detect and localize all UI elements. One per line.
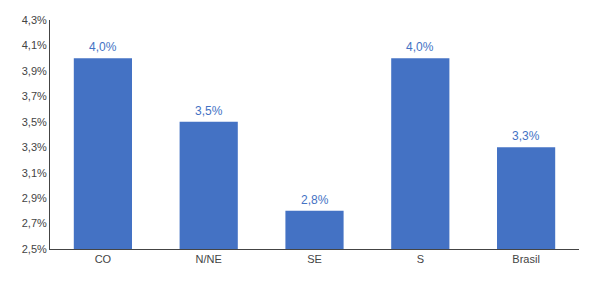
svg-text:3,5%: 3,5% <box>195 104 223 118</box>
svg-text:N/NE: N/NE <box>196 253 222 265</box>
svg-text:4,3%: 4,3% <box>22 14 47 26</box>
svg-text:3,5%: 3,5% <box>22 116 47 128</box>
svg-text:2,7%: 2,7% <box>22 217 47 229</box>
svg-text:3,7%: 3,7% <box>22 90 47 102</box>
svg-text:4,0%: 4,0% <box>406 40 434 54</box>
svg-text:4,1%: 4,1% <box>22 39 47 51</box>
svg-text:2,5%: 2,5% <box>22 243 47 255</box>
svg-text:2,9%: 2,9% <box>22 192 47 204</box>
svg-text:Brasil: Brasil <box>512 253 540 265</box>
svg-text:2,8%: 2,8% <box>301 193 329 207</box>
svg-text:4,0%: 4,0% <box>89 40 117 54</box>
svg-text:3,3%: 3,3% <box>512 129 540 143</box>
svg-text:CO: CO <box>95 253 112 265</box>
svg-text:3,3%: 3,3% <box>22 141 47 153</box>
svg-text:3,1%: 3,1% <box>22 167 47 179</box>
svg-text:SE: SE <box>307 253 322 265</box>
svg-text:3,9%: 3,9% <box>22 65 47 77</box>
svg-text:S: S <box>417 253 424 265</box>
